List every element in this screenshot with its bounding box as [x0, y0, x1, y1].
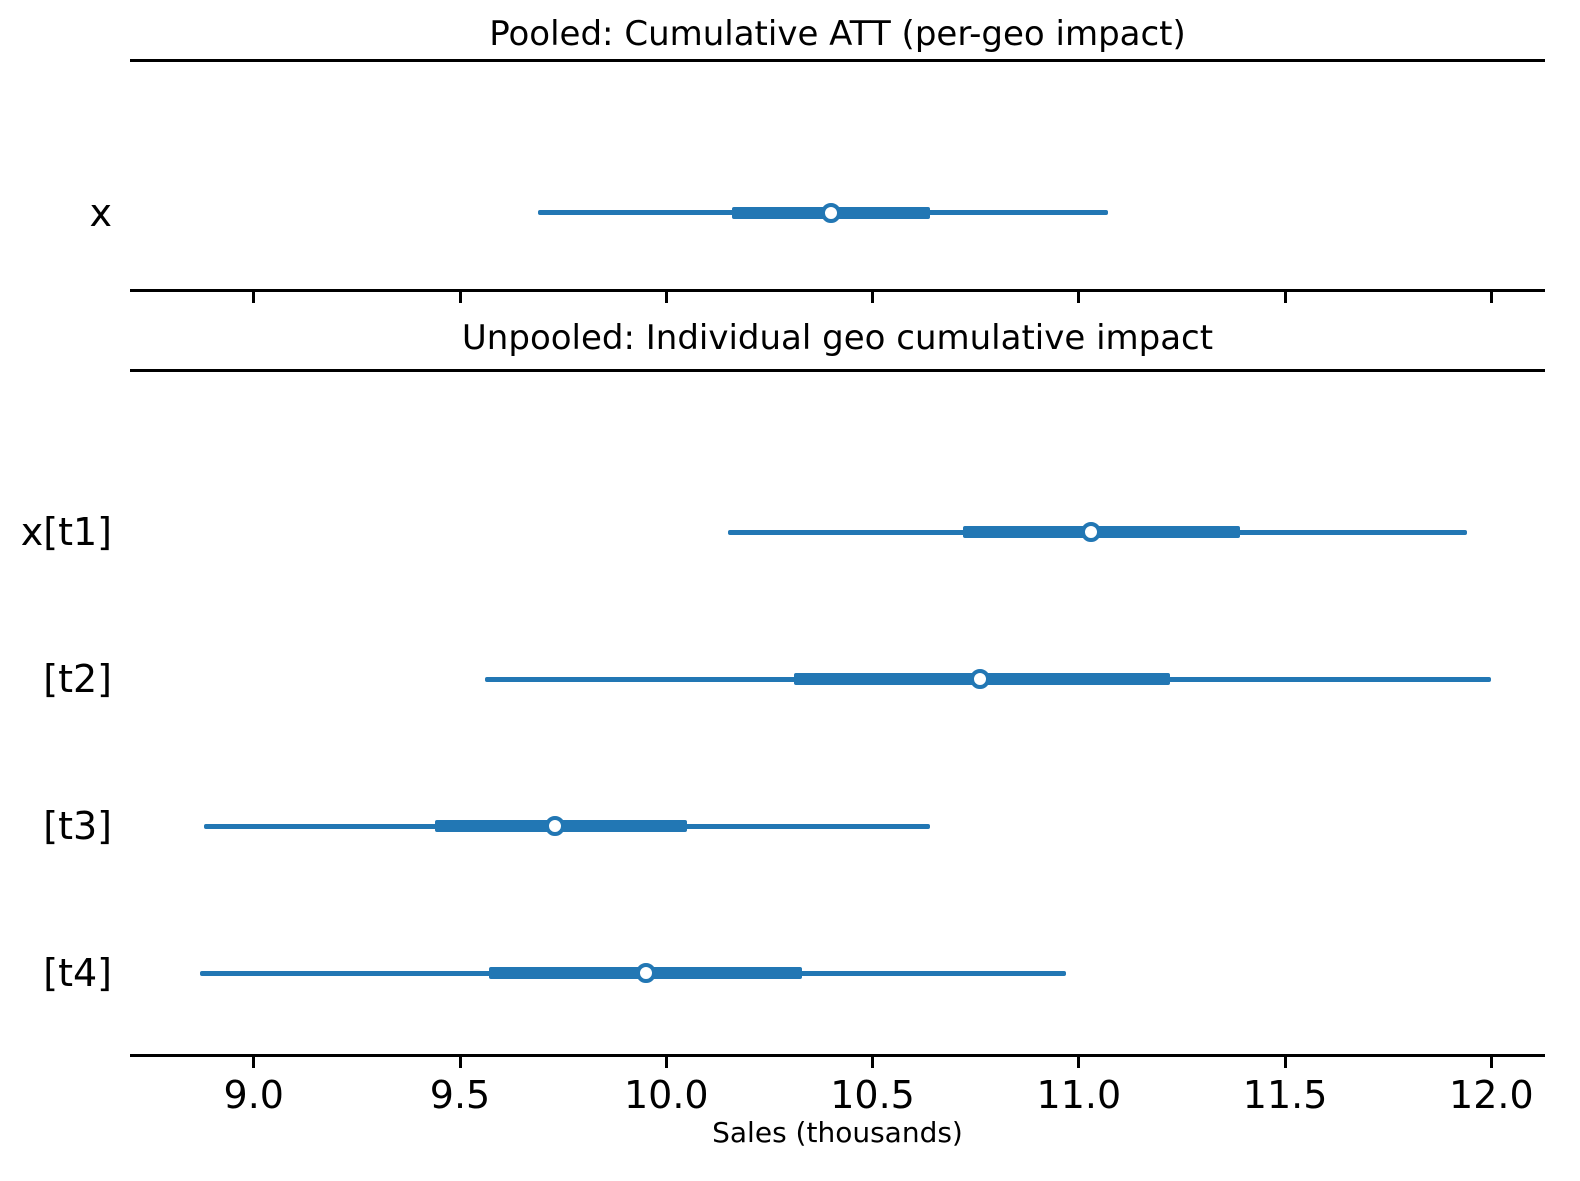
x-tick [1489, 1056, 1493, 1068]
panel-top-spine [130, 58, 1545, 62]
x-axis-label: Sales (thousands) [712, 1116, 963, 1149]
row-label: [t4] [43, 951, 112, 995]
x-tick-label: 9.0 [223, 1073, 284, 1117]
credible-interval-inner-line [963, 526, 1240, 538]
x-tick [1489, 291, 1493, 303]
row-label: x [89, 190, 113, 235]
x-tick [1283, 1056, 1287, 1068]
x-tick-label: 11.0 [1036, 1073, 1122, 1117]
x-tick [664, 291, 668, 303]
x-tick-label: 9.5 [429, 1073, 491, 1117]
x-tick-label: 11.5 [1242, 1073, 1328, 1117]
x-tick [458, 1056, 462, 1068]
x-tick [871, 1056, 875, 1068]
point-estimate-marker [1081, 522, 1102, 542]
x-tick [458, 291, 462, 303]
x-tick-label: 12.0 [1449, 1073, 1534, 1117]
panel-top-spine [130, 368, 1545, 372]
x-tick [1283, 291, 1287, 303]
point-estimate-marker [544, 816, 565, 836]
x-tick [252, 291, 256, 303]
row-label: x[t1] [20, 510, 112, 554]
row-label: [t2] [43, 657, 112, 701]
x-tick [1077, 1056, 1081, 1068]
x-tick-label: 10.0 [623, 1073, 709, 1117]
pooled-panel-title: Pooled: Cumulative ATT (per-geo impact) [489, 14, 1186, 54]
x-axis-spine [130, 1053, 1545, 1057]
row-label: [t3] [43, 804, 112, 848]
x-tick [871, 291, 875, 303]
x-axis-spine [130, 288, 1545, 292]
point-estimate-marker [821, 202, 842, 223]
x-tick [1077, 291, 1081, 303]
x-tick [664, 1056, 668, 1068]
point-estimate-marker [969, 669, 990, 689]
x-tick-label: 10.5 [830, 1073, 915, 1117]
unpooled-panel-title: Unpooled: Individual geo cumulative impa… [461, 318, 1214, 358]
x-tick [252, 1056, 256, 1068]
point-estimate-marker [635, 963, 656, 983]
